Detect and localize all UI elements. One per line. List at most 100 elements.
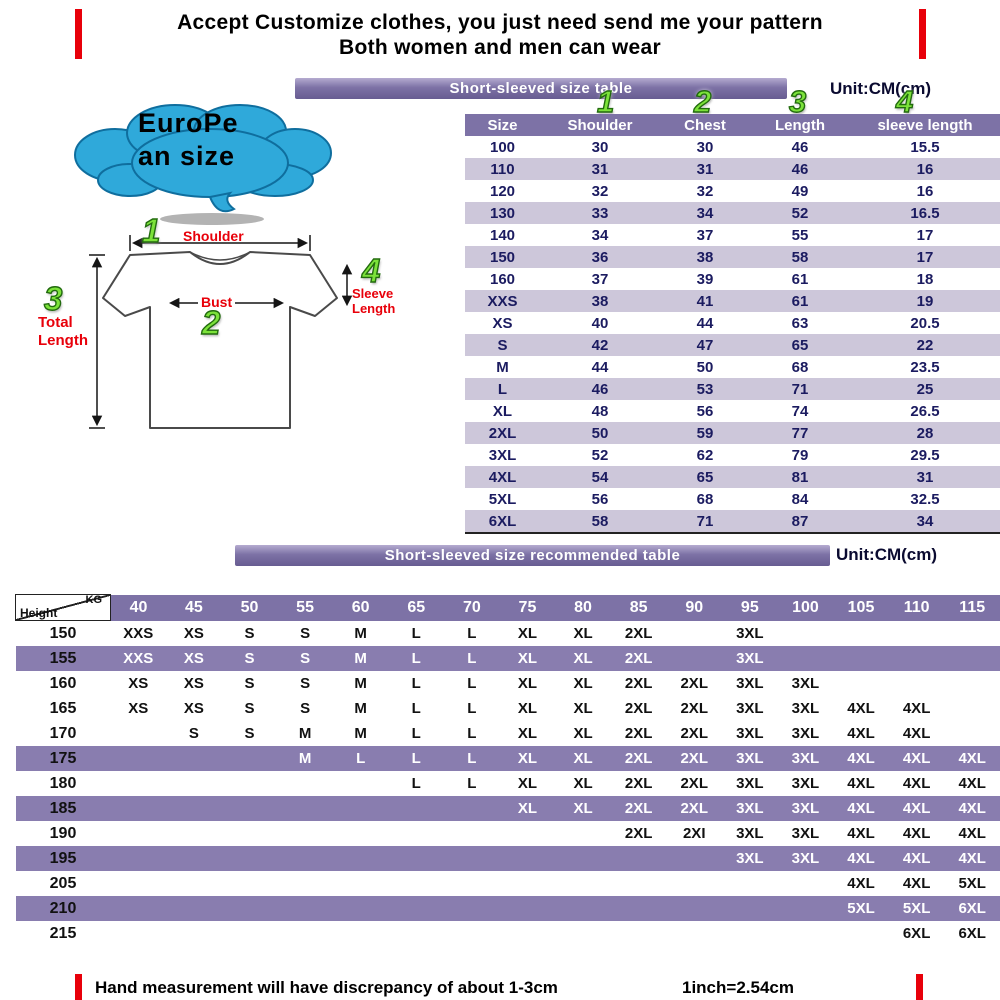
rec-size-cell: 2XL: [680, 775, 708, 792]
measure-cell: 16: [916, 160, 934, 178]
total-length-label-line1: Total: [38, 314, 73, 331]
rec-size-cell: XS: [183, 675, 204, 692]
height-cell: 185: [49, 799, 77, 817]
measure-cell: 25: [916, 380, 934, 398]
rec-size-cell: [666, 896, 722, 921]
rec-size-cell: 3XL: [736, 775, 764, 792]
size-table-row: 6XL 58 71 87 34: [465, 510, 1000, 533]
rec-size-cell: [889, 646, 945, 671]
rec-size-cell: 3XL: [791, 775, 820, 792]
rec-size-cell: [666, 871, 722, 896]
size-table-row: 3XL 52 62 79 29.5: [465, 444, 1000, 466]
size-column-header: Length: [750, 114, 850, 136]
measure-cell: 81: [791, 468, 809, 486]
rec-size-cell: XL: [573, 650, 593, 667]
height-cell: 205: [49, 874, 77, 892]
rec-table-row: 165 XS XS S S M L L XL XL 2XL 2XL 3XL 3XL 4XL 4XL: [16, 696, 1000, 721]
rec-size-cell: XL: [573, 624, 593, 642]
measure-cell: 36: [591, 248, 609, 266]
rec-table-head-row: KG Height 40 45 50 55 60 65 70 75 80 85 90 95 100 105…: [15, 594, 1000, 621]
rec-size-cell: [444, 796, 500, 821]
rec-size-cell: S: [244, 624, 255, 642]
rec-size-cell: 6XL: [902, 925, 931, 942]
rec-size-cell: L: [411, 750, 421, 767]
size-label-cell: 100: [489, 138, 516, 156]
rec-size-cell: S: [244, 650, 255, 667]
rec-size-cell: L: [411, 675, 421, 692]
rec-size-cell: L: [411, 775, 421, 792]
weight-header-cell: 110: [888, 594, 945, 621]
rec-size-cell: M: [354, 700, 367, 717]
rec-size-cell: M: [354, 725, 367, 742]
measure-cell: 46: [591, 380, 609, 398]
rec-size-cell: L: [467, 650, 477, 667]
rec-size-cell: [611, 871, 667, 896]
size-table-row: XL 48 56 74 26.5: [465, 400, 1000, 422]
sleeve-length-label-line1: Sleeve: [352, 286, 394, 301]
rec-size-cell: [833, 671, 889, 696]
rec-size-cell: [222, 846, 278, 871]
height-cell: 190: [49, 824, 77, 842]
size-table-banner-label: Short-sleeved size table: [449, 80, 633, 97]
rec-size-cell: 4XL: [902, 850, 931, 867]
corner-height-label: Height: [20, 606, 58, 620]
header-text: Accept Customize clothes, you just need …: [90, 10, 910, 60]
total-length-label-line2: Length: [38, 332, 88, 349]
diagram-marker-total-length: 3: [43, 279, 63, 317]
column-marker-2: 2: [693, 83, 712, 119]
rec-size-cell: 2XL: [680, 725, 708, 742]
measure-cell: 65: [791, 336, 809, 354]
size-table-row: M 44 50 68 23.5: [465, 356, 1000, 378]
rec-size-cell: XS: [128, 675, 149, 692]
weight-header-cell: 60: [332, 594, 389, 621]
header-line2: Both women and men can wear: [339, 36, 661, 59]
rec-size-cell: [388, 796, 444, 821]
height-cell: 210: [49, 899, 77, 917]
measure-cell: 18: [916, 270, 934, 288]
rec-size-cell: [555, 871, 611, 896]
rec-size-cell: 4XL: [958, 850, 986, 867]
measure-cell: 40: [591, 314, 609, 332]
rec-size-cell: XL: [517, 700, 538, 717]
rec-size-cell: L: [411, 650, 421, 667]
rec-table-row: 190 2XL 2XI 3XL 3XL 4XL 4XL 4XL: [16, 821, 1000, 846]
weight-header-cell: 70: [444, 594, 500, 621]
measurement-note: Hand measurement will have discrepancy o…: [95, 978, 558, 997]
weight-header-cell: 100: [777, 594, 834, 621]
rec-size-cell: [277, 921, 333, 946]
rec-size-cell: 3XL: [791, 700, 820, 717]
size-label-cell: 160: [489, 270, 516, 288]
diagram-marker-shoulder: 1: [141, 211, 161, 249]
rec-size-cell: [611, 921, 667, 946]
rec-size-cell: 2XL: [624, 750, 653, 767]
size-label-cell: 130: [489, 204, 516, 222]
rec-size-cell: XL: [573, 750, 593, 767]
weight-header-cell: 75: [499, 594, 556, 621]
rec-size-cell: XL: [517, 650, 538, 667]
size-table-head-row: Size Shoulder Chest Length sleeve length: [465, 114, 1000, 136]
height-cell: 180: [49, 774, 77, 792]
size-label-cell: L: [497, 380, 508, 398]
rec-table-row: 170 S S M M L L XL XL 2XL 2XL 3XL 3XL 4XL 4XL: [16, 721, 1000, 746]
measure-cell: 16: [916, 182, 934, 200]
rec-size-cell: 4XL: [958, 800, 986, 817]
rec-size-cell: [444, 921, 500, 946]
rec-size-cell: [388, 871, 444, 896]
rec-size-cell: 2XL: [624, 675, 653, 692]
header-line1: Accept Customize clothes, you just need …: [177, 11, 823, 34]
measure-cell: 79: [791, 446, 809, 464]
rec-size-cell: 3XL: [791, 825, 820, 842]
column-marker-3: 3: [788, 83, 807, 119]
rec-size-cell: [889, 621, 945, 647]
measure-cell: 50: [591, 424, 609, 442]
rec-size-cell: [388, 821, 444, 846]
size-label-cell: XL: [492, 402, 513, 420]
measure-cell: 59: [696, 424, 714, 442]
rec-size-cell: 2XL: [624, 700, 653, 717]
size-table-row: 120 32 32 49 16: [465, 180, 1000, 202]
height-cell: 155: [49, 649, 77, 667]
rec-size-cell: XL: [517, 800, 538, 817]
rec-size-cell: L: [411, 700, 421, 717]
rec-size-cell: [111, 871, 167, 896]
measure-cell: 17: [916, 248, 934, 266]
